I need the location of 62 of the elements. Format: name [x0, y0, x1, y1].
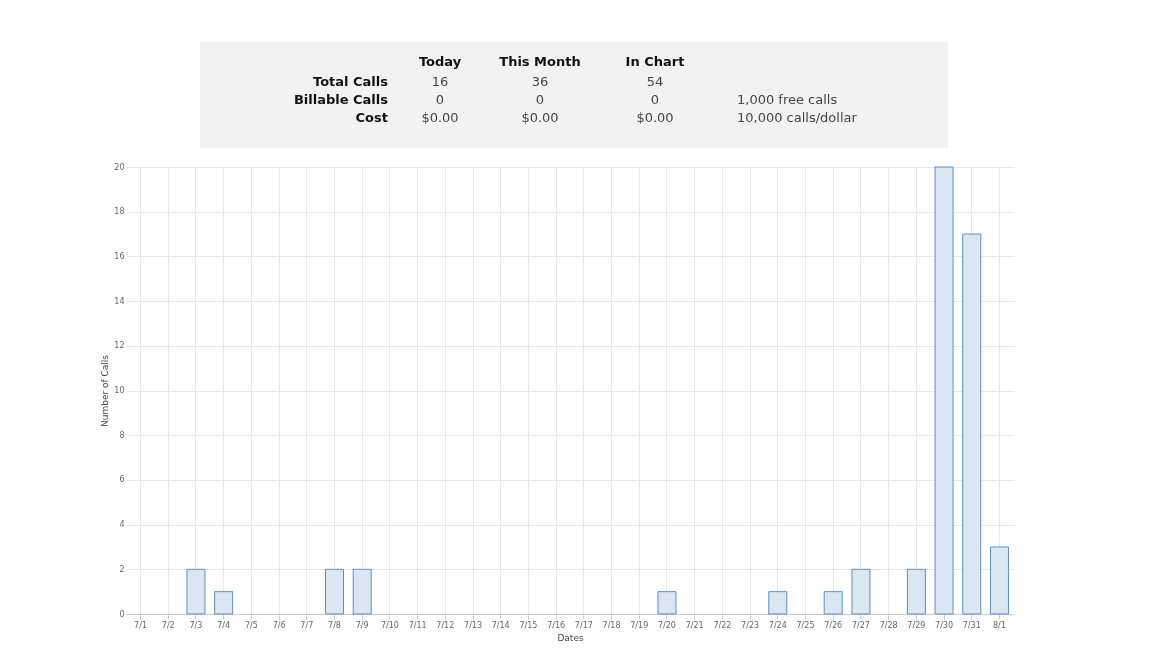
x-tick-label: 7/31	[962, 620, 981, 630]
y-axis-title: Number of Calls	[100, 354, 111, 428]
x-tick-label: 7/14	[491, 620, 510, 630]
x-tick-label: 7/27	[851, 620, 870, 630]
y-tick-label: 18	[114, 207, 125, 217]
text: 0	[649, 92, 661, 107]
text: 36	[530, 74, 550, 89]
text: 0	[534, 92, 546, 107]
x-tick-label: 7/4	[217, 620, 231, 630]
y-tick-label: 12	[114, 341, 125, 351]
text: 10,000 calls/dollar	[737, 110, 858, 125]
text: Today	[417, 54, 463, 69]
x-tick-label: 7/13	[464, 620, 483, 630]
x-tick-label: 7/20	[657, 620, 676, 630]
x-tick-label: 7/3	[189, 620, 203, 630]
y-tick-label: 4	[119, 520, 125, 530]
y-tick-label: 0	[119, 609, 125, 619]
x-tick-label: 7/25	[796, 620, 815, 630]
y-tick-label: 8	[119, 430, 125, 440]
x-tick-label: 7/19	[630, 620, 649, 630]
x-tick-label: 7/10	[380, 620, 399, 630]
x-tick-label: 7/29	[907, 620, 926, 630]
x-tick-label: 7/26	[824, 620, 843, 630]
x-tick-label: 8/1	[993, 620, 1006, 630]
x-tick-label: 7/17	[574, 620, 593, 630]
x-tick-label: 7/28	[879, 620, 898, 630]
text: 1,000 free calls	[737, 92, 839, 107]
x-tick-label: 7/23	[741, 620, 760, 630]
text: $0.00	[635, 110, 675, 125]
x-tick-label: 7/2	[161, 620, 175, 630]
text: $0.00	[421, 110, 459, 125]
x-tick-label: 7/5	[244, 620, 258, 630]
y-tick-label: 6	[119, 475, 125, 485]
text: Cost	[354, 110, 388, 125]
y-tick-label: 2	[119, 564, 125, 574]
text: This Month	[498, 54, 582, 69]
x-tick-label: 7/1	[134, 620, 147, 630]
x-tick-label: 7/12	[436, 620, 455, 630]
text: $0.00	[520, 110, 560, 125]
x-axis-title: Dates	[557, 632, 584, 643]
x-tick-label: 7/8	[328, 620, 341, 630]
x-tick-label: 7/22	[713, 620, 732, 630]
text: 0	[435, 92, 445, 107]
x-tick-label: 7/15	[519, 620, 538, 630]
text: In Chart	[624, 54, 686, 69]
text: Billable Calls	[292, 92, 388, 107]
x-tick-label: 7/30	[935, 620, 954, 630]
y-tick-label: 16	[114, 251, 125, 261]
x-tick-label: 7/11	[408, 620, 427, 630]
text: Total Calls	[312, 74, 388, 89]
x-tick-label: 7/21	[685, 620, 704, 630]
x-tick-label: 7/9	[355, 620, 369, 630]
x-tick-label: 7/18	[602, 620, 621, 630]
y-tick-label: 20	[114, 162, 125, 172]
x-tick-label: 7/16	[547, 620, 566, 630]
y-tick-label: 14	[114, 296, 125, 306]
x-tick-label: 7/6	[272, 620, 286, 630]
text: 16	[431, 74, 449, 89]
x-tick-label: 7/7	[300, 620, 314, 630]
text: 54	[645, 74, 665, 89]
y-tick-label: 10	[114, 386, 125, 395]
x-tick-label: 7/24	[768, 620, 787, 630]
